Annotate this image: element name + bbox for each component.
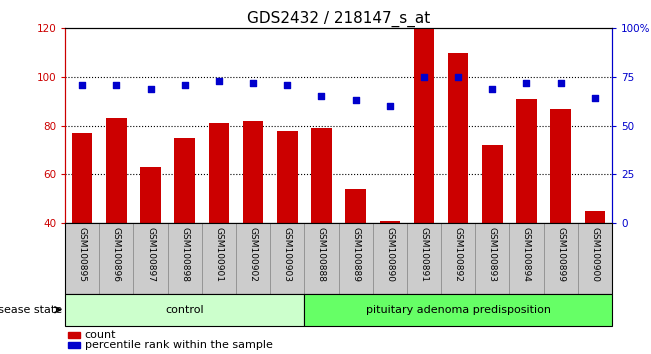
Bar	[346, 189, 366, 223]
Bar	[380, 221, 400, 223]
Point	[111, 82, 122, 88]
Bar	[65, 294, 305, 326]
Bar	[311, 128, 332, 223]
Point	[77, 82, 87, 88]
Bar	[243, 121, 264, 223]
Bar	[482, 145, 503, 223]
Bar	[407, 223, 441, 294]
Point	[145, 86, 156, 92]
Text: GSM100893: GSM100893	[488, 227, 497, 281]
Bar	[510, 223, 544, 294]
Bar	[68, 342, 79, 348]
Text: GSM100890: GSM100890	[385, 227, 395, 281]
Title: GDS2432 / 218147_s_at: GDS2432 / 218147_s_at	[247, 11, 430, 27]
Bar	[65, 223, 99, 294]
Text: GSM100888: GSM100888	[317, 227, 326, 281]
Bar	[68, 332, 79, 338]
Point	[521, 80, 532, 86]
Point	[316, 93, 327, 99]
Bar	[174, 138, 195, 223]
Bar	[448, 53, 469, 223]
Text: disease state: disease state	[0, 305, 62, 315]
Bar	[516, 99, 536, 223]
Text: GSM100897: GSM100897	[146, 227, 155, 281]
Bar	[133, 223, 168, 294]
Bar	[414, 28, 434, 223]
Text: pituitary adenoma predisposition: pituitary adenoma predisposition	[366, 305, 551, 315]
Text: control: control	[165, 305, 204, 315]
Point	[419, 74, 429, 80]
Point	[453, 74, 464, 80]
Text: GSM100896: GSM100896	[112, 227, 121, 281]
Bar	[141, 167, 161, 223]
Bar	[305, 294, 612, 326]
Text: GSM100892: GSM100892	[454, 227, 463, 281]
Text: count: count	[85, 330, 116, 340]
Bar	[209, 123, 229, 223]
Point	[180, 82, 190, 88]
Bar	[202, 223, 236, 294]
Text: GSM100895: GSM100895	[77, 227, 87, 281]
Bar	[106, 118, 127, 223]
Text: GSM100889: GSM100889	[351, 227, 360, 281]
Bar	[277, 131, 298, 223]
Bar	[236, 223, 270, 294]
Text: GSM100902: GSM100902	[249, 227, 258, 281]
Text: GSM100899: GSM100899	[556, 227, 565, 281]
Point	[282, 82, 292, 88]
Point	[555, 80, 566, 86]
Text: GSM100903: GSM100903	[283, 227, 292, 281]
Text: GSM100891: GSM100891	[419, 227, 428, 281]
Bar	[475, 223, 510, 294]
Point	[214, 78, 224, 84]
Point	[385, 103, 395, 109]
Text: GSM100901: GSM100901	[214, 227, 223, 281]
Text: GSM100894: GSM100894	[522, 227, 531, 281]
Bar	[441, 223, 475, 294]
Bar	[339, 223, 373, 294]
Text: percentile rank within the sample: percentile rank within the sample	[85, 340, 273, 350]
Point	[590, 96, 600, 101]
Bar	[585, 211, 605, 223]
Bar	[578, 223, 612, 294]
Text: GSM100900: GSM100900	[590, 227, 600, 281]
Bar	[373, 223, 407, 294]
Text: GSM100898: GSM100898	[180, 227, 189, 281]
Bar	[168, 223, 202, 294]
Point	[487, 86, 497, 92]
Bar	[270, 223, 305, 294]
Point	[248, 80, 258, 86]
Bar	[72, 133, 92, 223]
Point	[350, 97, 361, 103]
Bar	[305, 223, 339, 294]
Bar	[550, 109, 571, 223]
Bar	[100, 223, 133, 294]
Bar	[544, 223, 578, 294]
